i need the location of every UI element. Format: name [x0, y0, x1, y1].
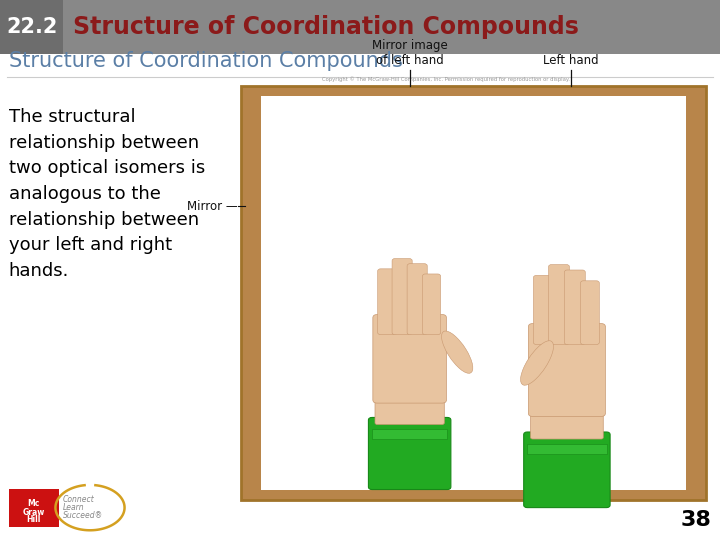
Text: Succeed®: Succeed® — [63, 511, 103, 521]
Text: Connect: Connect — [63, 495, 94, 504]
Text: Mc: Mc — [27, 500, 40, 508]
Text: Mirror image
of left hand: Mirror image of left hand — [372, 39, 448, 68]
Text: Mirror —: Mirror — — [187, 200, 238, 213]
FancyBboxPatch shape — [378, 269, 397, 335]
FancyBboxPatch shape — [534, 275, 553, 345]
FancyBboxPatch shape — [369, 417, 451, 490]
FancyBboxPatch shape — [580, 281, 599, 345]
FancyBboxPatch shape — [528, 323, 606, 416]
Bar — [9, 489, 59, 526]
Bar — [0, 0, 63, 54]
Text: Structure of Coordination Compounds: Structure of Coordination Compounds — [9, 51, 402, 71]
Bar — [372, 429, 447, 439]
FancyBboxPatch shape — [523, 432, 610, 508]
Text: Graw: Graw — [23, 508, 45, 517]
Ellipse shape — [521, 341, 554, 385]
FancyBboxPatch shape — [423, 274, 441, 335]
Text: Left hand: Left hand — [544, 55, 599, 68]
Text: 22.2: 22.2 — [6, 17, 58, 37]
Text: Learn: Learn — [63, 503, 84, 512]
Text: Structure of Coordination Compounds: Structure of Coordination Compounds — [73, 15, 579, 39]
Bar — [0, 0, 720, 54]
FancyBboxPatch shape — [531, 406, 603, 439]
FancyBboxPatch shape — [373, 314, 446, 403]
Bar — [241, 86, 706, 500]
Ellipse shape — [441, 331, 473, 373]
FancyBboxPatch shape — [549, 265, 570, 345]
FancyBboxPatch shape — [407, 264, 427, 335]
FancyBboxPatch shape — [392, 259, 412, 335]
FancyBboxPatch shape — [564, 270, 585, 345]
Text: The structural
relationship between
two optical isomers is
analogous to the
rela: The structural relationship between two … — [9, 108, 205, 280]
Bar — [261, 96, 686, 490]
Text: 38: 38 — [680, 510, 711, 530]
Text: Hill: Hill — [27, 515, 41, 524]
Bar — [527, 444, 606, 454]
FancyBboxPatch shape — [375, 393, 444, 424]
Text: Copyright © The McGraw-Hill Companies, Inc. Permission required for reproduction: Copyright © The McGraw-Hill Companies, I… — [323, 77, 570, 82]
